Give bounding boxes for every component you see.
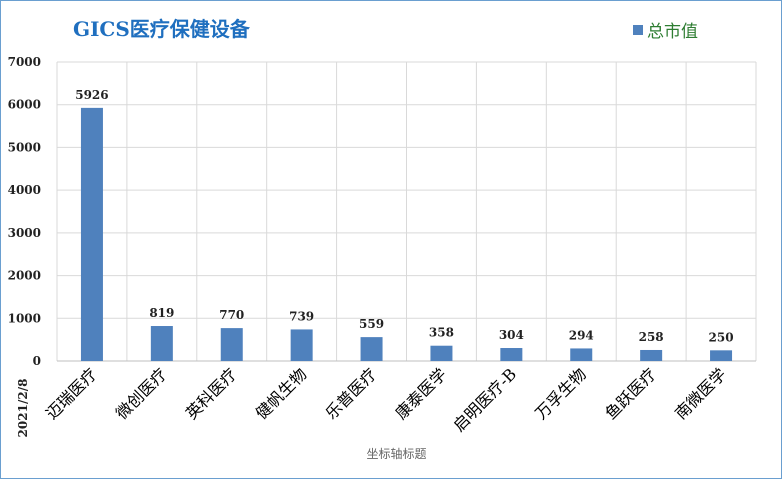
category-label: 微创医疗	[112, 364, 171, 423]
bars	[80, 107, 733, 361]
category-label: 鱼跃医疗	[601, 364, 660, 423]
data-label: 294	[569, 328, 594, 342]
category-label: 南微医学	[671, 364, 730, 423]
data-label: 770	[219, 308, 244, 322]
bar	[80, 107, 103, 361]
bar	[570, 348, 593, 361]
data-label: 819	[149, 306, 174, 320]
legend-swatch	[633, 24, 643, 35]
y-tick-label: 5000	[8, 140, 41, 154]
x-axis-title: 坐标轴标题	[366, 446, 426, 461]
data-label: 250	[709, 330, 734, 344]
y-tick-label: 6000	[8, 98, 41, 112]
y-tick-label: 3000	[8, 226, 41, 240]
data-label: 258	[639, 330, 664, 344]
date-label: 2021/2/8	[16, 379, 30, 438]
bar	[150, 326, 173, 361]
legend: 总市值	[633, 17, 698, 42]
bar	[290, 329, 313, 361]
bar	[640, 349, 663, 361]
bar	[360, 337, 383, 361]
category-label: 乐普医疗	[322, 364, 381, 423]
category-label: 万孚生物	[531, 364, 590, 423]
data-label: 304	[499, 328, 524, 342]
y-tick-label: 4000	[8, 183, 41, 197]
data-label: 739	[289, 309, 314, 323]
bar	[430, 345, 453, 361]
category-label: 健帆生物	[252, 364, 311, 423]
data-label: 358	[429, 326, 454, 340]
bar	[710, 350, 733, 361]
data-label: 5926	[75, 88, 108, 102]
chart-title: GICS医疗保健设备	[73, 17, 250, 41]
category-label: 启明医疗-B	[449, 364, 520, 435]
legend-label: 总市值	[647, 22, 698, 42]
bar	[500, 348, 523, 361]
y-tick-label: 1000	[8, 311, 41, 325]
y-tick-label: 7000	[8, 55, 41, 69]
category-label: 康泰医学	[392, 364, 451, 423]
category-label: 英科医疗	[182, 364, 241, 423]
data-label: 559	[359, 317, 384, 331]
labels: 0 1000 2000 3000 4000 5000 6000 7000 5926 迈瑞医疗 819…	[8, 55, 734, 461]
category-label: 迈瑞医疗	[42, 364, 101, 423]
bar	[220, 328, 243, 361]
y-tick-label: 2000	[8, 269, 41, 283]
gridlines	[56, 61, 757, 362]
y-tick-label: 0	[33, 354, 41, 368]
